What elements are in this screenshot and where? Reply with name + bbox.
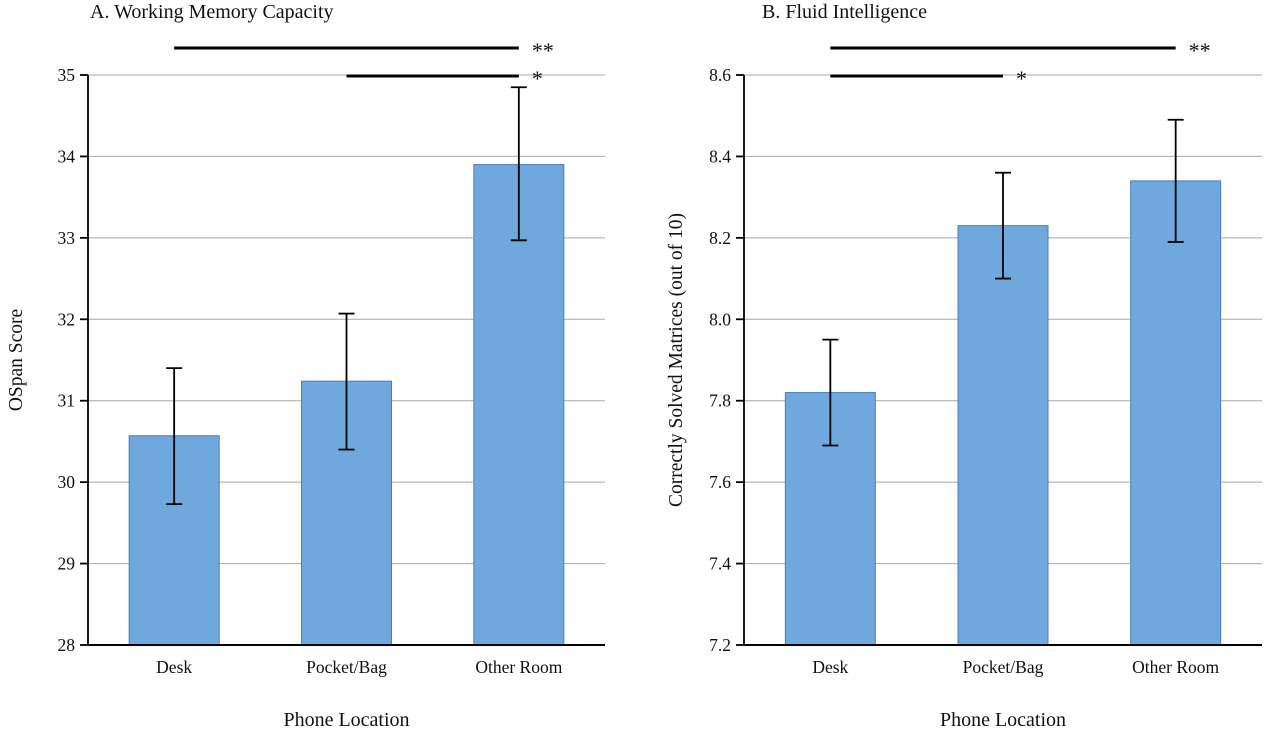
significance-asterisk: ** — [532, 38, 554, 63]
panel-a-title: A. Working Memory Capacity — [90, 1, 334, 23]
category-label: Desk — [812, 657, 848, 677]
panel-working-memory: 28 29 30 31 32 33 34 35 Desk Pocket/Bag Other Room… — [6, 1, 605, 731]
y-tick-label: 7.8 — [709, 391, 731, 411]
category-label: Pocket/Bag — [963, 657, 1044, 677]
panel-b-title: B. Fluid Intelligence — [762, 1, 927, 23]
y-tick-label: 8.4 — [709, 146, 731, 166]
bar-other-room — [473, 164, 565, 646]
significance-asterisk: * — [532, 66, 543, 91]
panel-b-x-axis-label: Phone Location — [939, 709, 1067, 731]
bar-pocket-bag — [957, 225, 1049, 646]
category-label: Desk — [156, 657, 192, 677]
category-label: Other Room — [475, 657, 562, 677]
bar-other-room — [1130, 180, 1222, 646]
y-tick-label: 28 — [58, 635, 76, 655]
y-tick-label: 34 — [58, 146, 76, 166]
y-tick-label: 7.2 — [709, 635, 731, 655]
category-label: Other Room — [1132, 657, 1219, 677]
panel-fluid-intelligence: 7.2 7.4 7.6 7.8 8.0 8.2 8.4 8.6 Desk Pocket/Bag Ot… — [640, 0, 1280, 735]
y-tick-label: 32 — [58, 309, 76, 329]
y-tick-label: 8.6 — [709, 65, 731, 85]
y-tick-label: 35 — [58, 65, 76, 85]
y-tick-label: 33 — [58, 228, 76, 248]
category-label: Pocket/Bag — [306, 657, 387, 677]
y-tick-label: 29 — [58, 554, 76, 574]
panel-b-y-axis-label: Correctly Solved Matrices (out of 10) — [666, 212, 687, 508]
panel-a-x-axis-label: Phone Location — [283, 709, 410, 731]
panel-a-plot: 28 29 30 31 32 33 34 35 Desk Pocket/Bag Other Room… — [58, 38, 605, 677]
significance-asterisk: ** — [1189, 38, 1211, 63]
y-tick-label: 7.4 — [709, 554, 731, 574]
significance-asterisk: * — [1016, 66, 1027, 91]
panel-a-y-axis-label: OSpan Score — [6, 308, 27, 412]
y-tick-label: 7.6 — [709, 472, 731, 492]
y-tick-label: 8.0 — [709, 309, 731, 329]
y-tick-label: 8.2 — [709, 228, 731, 248]
y-tick-label: 30 — [58, 472, 76, 492]
panel-b-plot: 7.2 7.4 7.6 7.8 8.0 8.2 8.4 8.6 Desk Pocket/Bag Ot… — [709, 38, 1262, 677]
y-tick-label: 31 — [58, 391, 76, 411]
